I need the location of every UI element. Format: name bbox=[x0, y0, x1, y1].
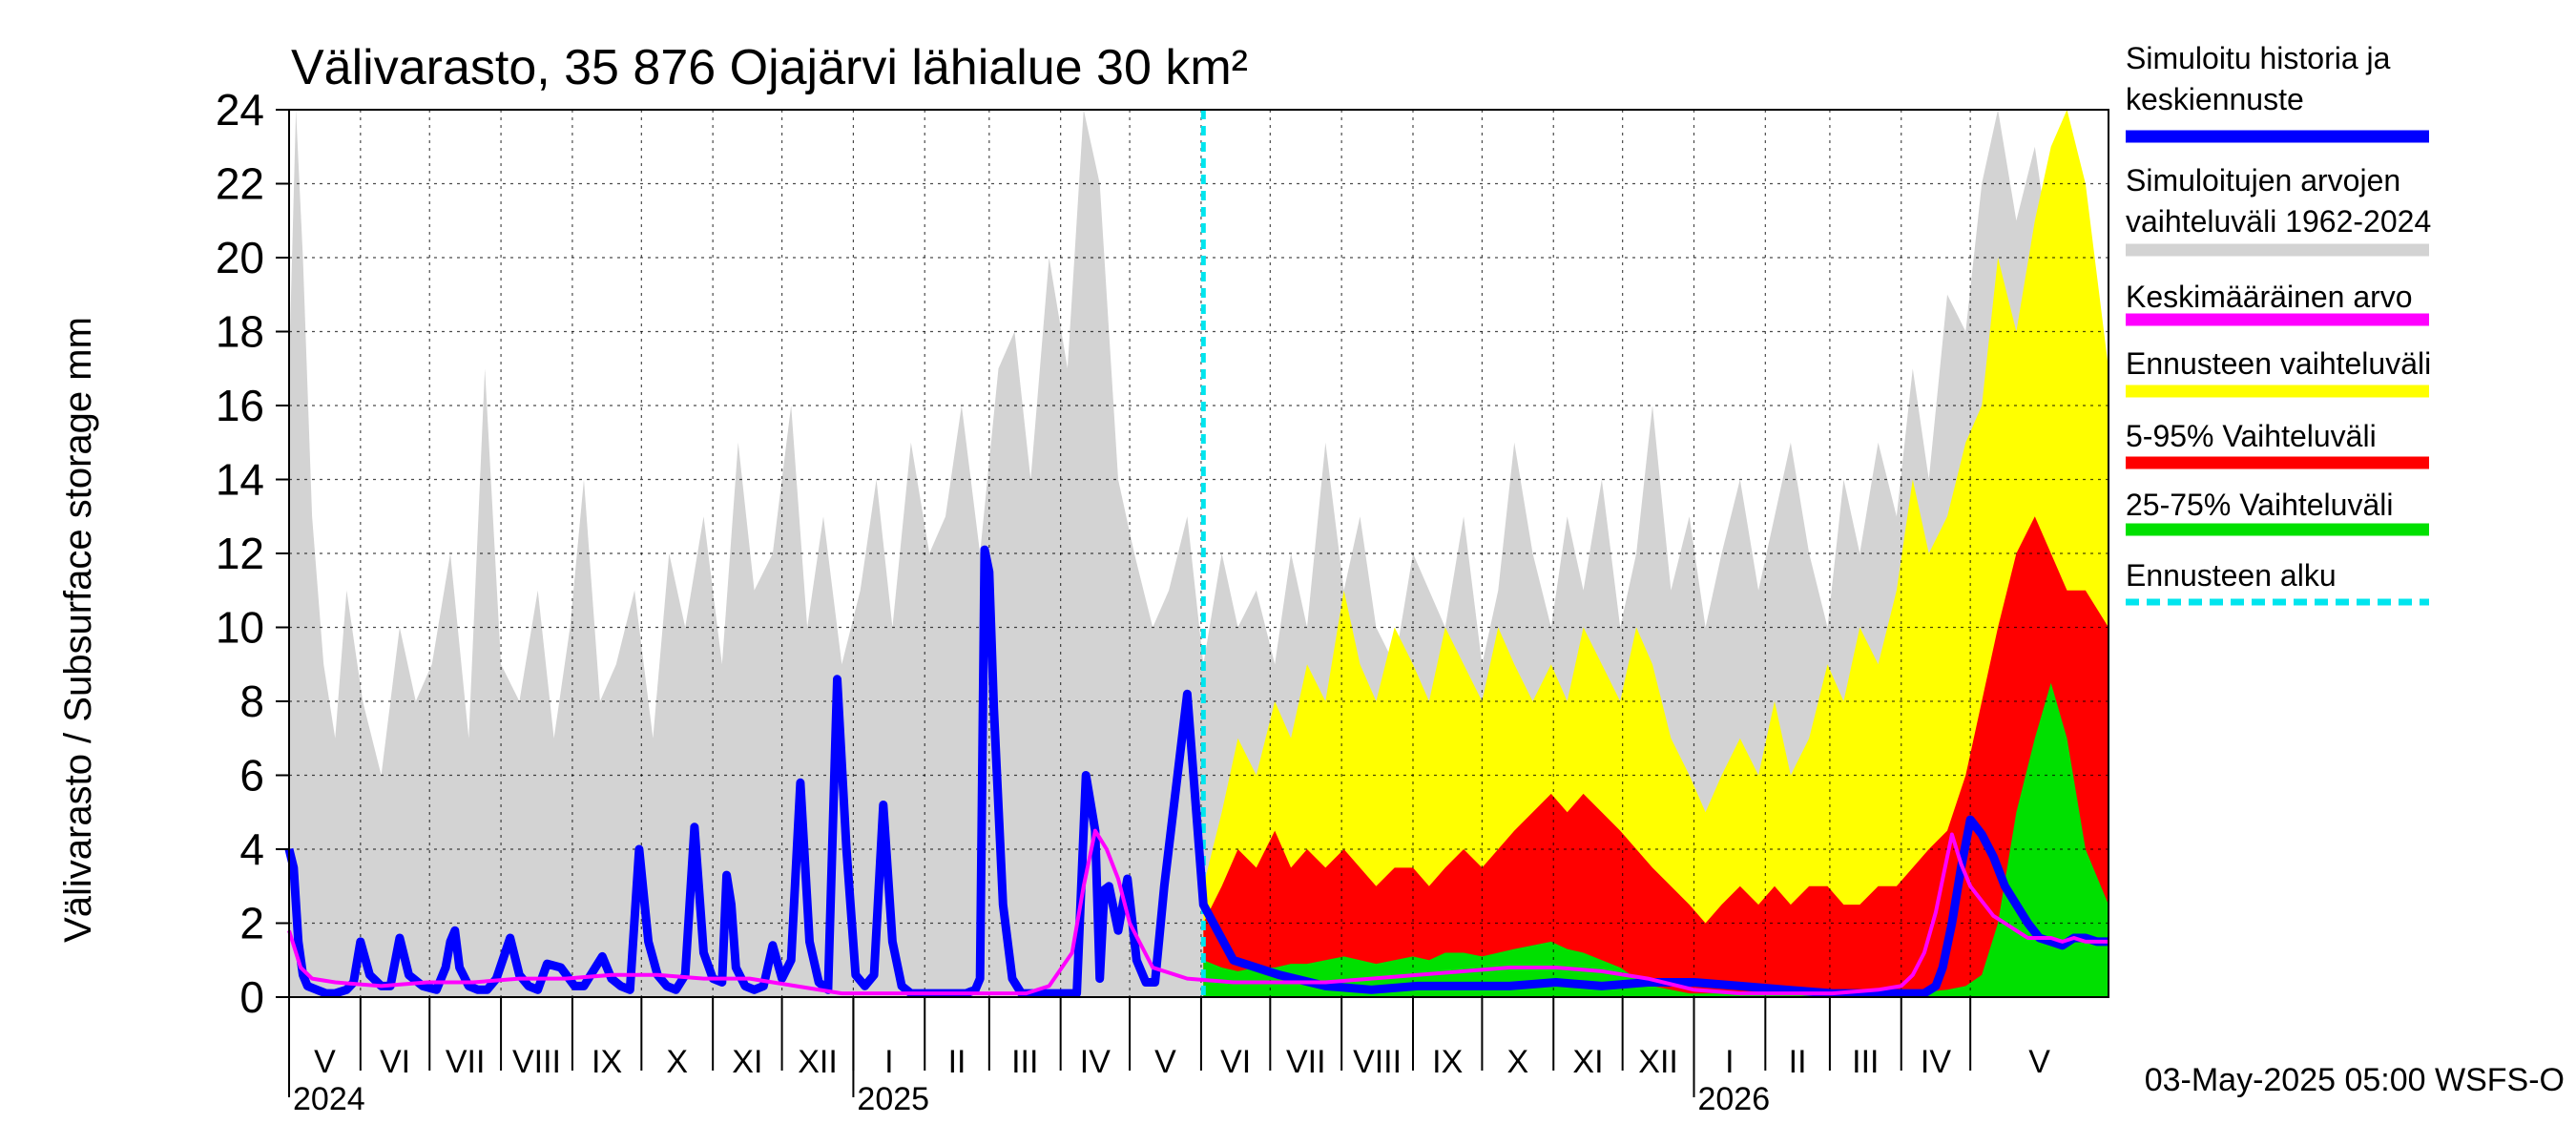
legend-item-simuloitu-historia-ja-keskiennuste: Simuloitu historia ja keskiennuste bbox=[2126, 41, 2429, 143]
legend-label: Simuloitujen arvojen bbox=[2126, 163, 2400, 198]
x-month-label: III bbox=[1852, 1044, 1879, 1080]
x-month-label: XII bbox=[798, 1044, 838, 1080]
x-axis: V VI VII VIII IX X XI XII I II III IV V VI VII VIII IX X X… bbox=[288, 996, 2109, 1117]
x-month-label: V bbox=[1154, 1044, 1176, 1080]
series-layer bbox=[289, 110, 2109, 997]
x-month-label: VII bbox=[446, 1044, 486, 1080]
x-month-label: V bbox=[2028, 1044, 2050, 1080]
legend-item-ennusteen-alku: Ennusteen alku bbox=[2126, 558, 2429, 606]
x-month-label: IV bbox=[1080, 1044, 1111, 1080]
plot-area bbox=[284, 109, 2109, 998]
x-month-label: IV bbox=[1921, 1044, 1951, 1080]
x-month-label: XI bbox=[1572, 1044, 1603, 1080]
x-month-label: X bbox=[666, 1044, 688, 1080]
x-month-label: XII bbox=[1638, 1044, 1678, 1080]
y-tick-label: 4 bbox=[239, 824, 264, 874]
y-tick-label: 12 bbox=[216, 529, 264, 578]
legend: Simuloitu historia jakeskiennusteSimuloi… bbox=[2126, 41, 2431, 606]
y-axis-label: Välivarasto / Subsurface storage mm bbox=[57, 317, 99, 943]
x-month-label: III bbox=[1011, 1044, 1038, 1080]
x-month-label: I bbox=[884, 1044, 893, 1080]
legend-item-5-95-vaihteluv-li: 5-95% Vaihteluväli bbox=[2126, 419, 2429, 469]
legend-label-line2: vaihteluväli 1962-2024 bbox=[2126, 204, 2431, 239]
y-tick-label: 8 bbox=[239, 677, 264, 726]
y-tick-label: 20 bbox=[216, 233, 264, 282]
y-tick-label: 16 bbox=[216, 381, 264, 430]
legend-label: 25-75% Vaihteluväli bbox=[2126, 488, 2393, 522]
y-tick-label: 0 bbox=[239, 972, 264, 1022]
legend-label: 5-95% Vaihteluväli bbox=[2126, 419, 2377, 453]
x-month-label: IX bbox=[592, 1044, 622, 1080]
x-year-label: 2024 bbox=[293, 1081, 365, 1117]
x-month-label: V bbox=[314, 1044, 336, 1080]
x-month-label: II bbox=[948, 1044, 966, 1080]
series-area-ennusteen-vaihteluv-li bbox=[1203, 110, 2109, 997]
legend-item-ennusteen-vaihteluv-li: Ennusteen vaihteluväli bbox=[2126, 346, 2431, 398]
x-month-label: VI bbox=[380, 1044, 410, 1080]
x-year-label: 2025 bbox=[857, 1081, 929, 1117]
x-month-label: IX bbox=[1432, 1044, 1463, 1080]
y-tick-label: 14 bbox=[216, 455, 264, 505]
legend-item-simuloitujen-arvojen-vaihteluv-li-1962-2024: Simuloitujen arvojen vaihteluväli 1962-20… bbox=[2126, 163, 2431, 257]
legend-label: Ennusteen vaihteluväli bbox=[2126, 346, 2431, 381]
y-tick-label: 22 bbox=[216, 159, 264, 209]
x-month-label: II bbox=[1789, 1044, 1807, 1080]
legend-label: Simuloitu historia ja bbox=[2126, 41, 2391, 75]
chart-title: Välivarasto, 35 876 Ojajärvi lähialue 30… bbox=[291, 40, 1248, 95]
x-month-label: VIII bbox=[512, 1044, 561, 1080]
y-tick-label: 24 bbox=[216, 85, 264, 135]
legend-item-25-75-vaihteluv-li: 25-75% Vaihteluväli bbox=[2126, 488, 2429, 536]
y-tick-label: 2 bbox=[239, 899, 264, 948]
y-tick-label: 18 bbox=[216, 307, 264, 357]
legend-label: Ennusteen alku bbox=[2126, 558, 2337, 593]
footer-text: 03-May-2025 05:00 WSFS-O bbox=[2145, 1062, 2565, 1098]
line-layer bbox=[284, 545, 2109, 998]
x-month-label: VI bbox=[1220, 1044, 1251, 1080]
legend-item-keskim-r-inen-arvo: Keskimääräinen arvo bbox=[2126, 280, 2429, 326]
series-line-keskim-r-inen-arvo bbox=[287, 828, 2109, 996]
series-area-25-75-vaihteluv-li bbox=[1203, 682, 2109, 997]
y-tick-label: 10 bbox=[216, 603, 264, 653]
x-month-label: I bbox=[1725, 1044, 1734, 1080]
x-month-label: VIII bbox=[1353, 1044, 1402, 1080]
grid-layer bbox=[288, 109, 2109, 998]
legend-label: Keskimääräinen arvo bbox=[2126, 280, 2413, 314]
x-month-label: XI bbox=[732, 1044, 762, 1080]
x-month-label: VII bbox=[1286, 1044, 1326, 1080]
x-month-label: X bbox=[1506, 1044, 1528, 1080]
legend-label-line2: keskiennuste bbox=[2126, 82, 2304, 116]
x-year-label: 2026 bbox=[1697, 1081, 1770, 1117]
y-tick-label: 6 bbox=[239, 751, 264, 801]
